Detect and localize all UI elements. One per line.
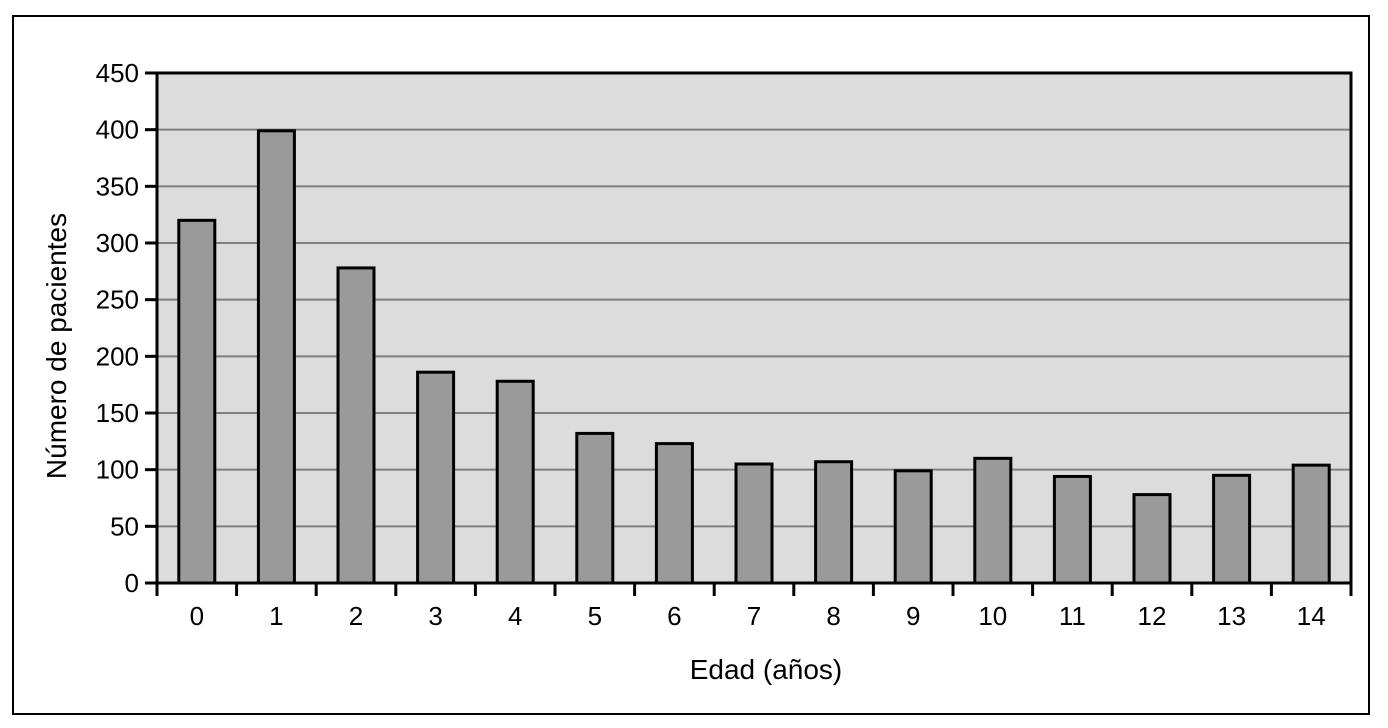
y-tick-label: 150 [96, 398, 139, 428]
y-tick-label: 400 [96, 115, 139, 145]
bar [1212, 473, 1252, 585]
y-tick-label: 200 [96, 341, 139, 371]
bar [734, 462, 774, 585]
x-tick-label: 5 [588, 601, 602, 631]
plot-border [155, 71, 1353, 585]
y-tick-label: 0 [125, 568, 139, 598]
bar [416, 370, 456, 585]
bar [1052, 474, 1092, 585]
x-axis-title: Edad (años) [689, 654, 843, 685]
bar [336, 266, 376, 585]
bar [814, 460, 854, 585]
bar [973, 456, 1013, 585]
x-tick-label: 0 [190, 601, 204, 631]
x-tick-label: 14 [1297, 601, 1326, 631]
y-tick-label: 250 [96, 285, 139, 315]
bar [654, 442, 694, 585]
bar [893, 469, 933, 585]
y-tick-label: 350 [96, 171, 139, 201]
x-tick-label: 10 [978, 601, 1007, 631]
x-tick-label: 11 [1059, 601, 1086, 631]
y-tick-label: 450 [96, 58, 139, 88]
figure-frame: 0 50 100 150 200 250 300 350 400 450 0 1 2 3 4 5 6 7 8 9 10 1… [12, 15, 1370, 715]
x-tick-label: 13 [1217, 601, 1246, 631]
y-tick-label: 50 [110, 511, 139, 541]
x-tick-label: 2 [349, 601, 363, 631]
bar [1291, 463, 1331, 585]
x-tick-label: 9 [906, 601, 920, 631]
x-tick-label: 8 [826, 601, 840, 631]
bar [177, 218, 217, 585]
x-tick-label: 6 [667, 601, 681, 631]
y-tick-label: 300 [96, 228, 139, 258]
x-tick-label: 12 [1138, 601, 1167, 631]
bar [575, 431, 615, 585]
bar [495, 379, 535, 585]
x-tick-label: 1 [269, 601, 283, 631]
bar [1132, 493, 1172, 585]
bar [256, 129, 296, 585]
y-tick-label: 100 [96, 455, 139, 485]
x-tick-label: 4 [508, 601, 522, 631]
x-tick-label: 7 [747, 601, 761, 631]
x-tick-label: 3 [428, 601, 442, 631]
y-axis-title: Número de pacientes [41, 212, 72, 480]
